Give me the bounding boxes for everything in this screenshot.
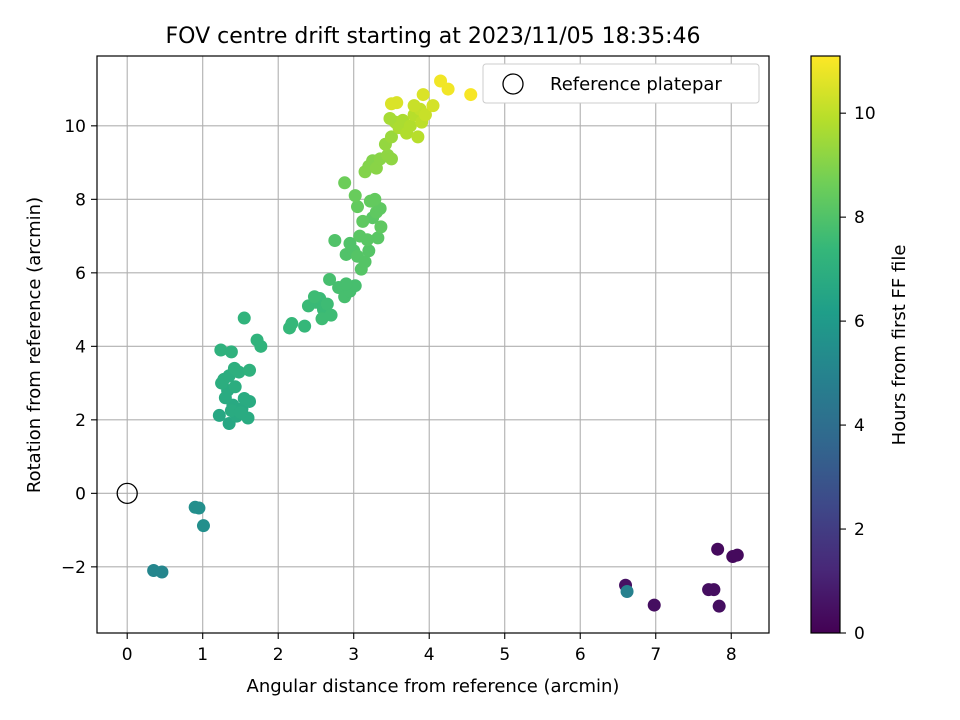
colorbar-label: Hours from first FF file [889, 245, 910, 446]
data-point [712, 599, 726, 613]
colorbar-tick-label: 6 [854, 312, 865, 332]
data-point [254, 339, 268, 353]
y-tick-label: −2 [61, 558, 86, 578]
data-point [228, 380, 242, 394]
x-axis-ticks: 0 1 2 3 4 5 6 7 8 [122, 633, 737, 665]
data-point [356, 214, 370, 228]
data-point [707, 583, 721, 597]
colorbar-tick-label: 2 [854, 520, 865, 540]
x-tick-label: 7 [650, 645, 661, 665]
chart-title: FOV centre drift starting at 2023/11/05 … [166, 24, 701, 49]
data-point [233, 405, 247, 419]
data-point [307, 290, 321, 304]
data-point [418, 108, 432, 122]
legend: Reference platepar [482, 63, 760, 104]
data-point [338, 176, 352, 190]
data-point [232, 365, 246, 379]
y-tick-label: 6 [75, 264, 86, 284]
data-point [416, 88, 430, 102]
data-point [350, 200, 364, 214]
y-axis-ticks: −2 0 2 4 6 8 10 [61, 117, 97, 578]
x-tick-label: 0 [122, 645, 133, 665]
data-point [441, 82, 455, 96]
x-tick-label: 1 [197, 645, 208, 665]
data-point [358, 255, 372, 269]
data-point [711, 542, 725, 556]
y-tick-label: 8 [75, 190, 86, 210]
data-point [237, 392, 251, 406]
x-tick-label: 6 [575, 645, 586, 665]
data-point [403, 119, 417, 133]
y-tick-label: 2 [75, 411, 86, 431]
data-point [320, 297, 334, 311]
y-tick-label: 4 [75, 337, 86, 357]
data-point [368, 192, 382, 206]
data-point [323, 272, 337, 286]
data-point [620, 584, 634, 598]
colorbar-tick-label: 8 [854, 208, 865, 228]
data-point [730, 548, 744, 562]
data-point [196, 519, 210, 533]
data-point [390, 96, 404, 110]
data-point [384, 152, 398, 166]
reference-marker-layer [116, 482, 138, 504]
x-tick-label: 5 [499, 645, 510, 665]
data-point [214, 343, 228, 357]
legend-box [482, 63, 760, 104]
data-point [407, 99, 421, 113]
data-point [348, 189, 362, 203]
data-point [371, 231, 385, 245]
x-tick-label: 3 [348, 645, 359, 665]
x-tick-label: 4 [424, 645, 435, 665]
colorbar-tick-label: 0 [854, 624, 865, 644]
data-point [464, 88, 478, 102]
data-point [224, 345, 238, 359]
data-point [212, 408, 226, 422]
data-point [285, 317, 299, 331]
data-point [426, 99, 440, 113]
data-point [237, 311, 251, 325]
colorbar: 0 2 4 6 8 10 Hours from first FF file [810, 55, 910, 644]
colorbar-tick-label: 10 [854, 104, 876, 124]
plot-area [96, 55, 770, 634]
x-axis-label: Angular distance from reference (arcmin) [247, 676, 620, 697]
data-point [339, 277, 353, 291]
data-point [192, 501, 206, 515]
data-point [155, 565, 169, 579]
colorbar-gradient [810, 55, 841, 634]
y-tick-label: 0 [75, 484, 86, 504]
legend-entry-reference: Reference platepar [550, 74, 722, 95]
plot-background [97, 56, 769, 633]
data-point [324, 308, 338, 322]
data-point [298, 319, 312, 333]
colorbar-ticks: 0 2 4 6 8 10 [840, 104, 876, 644]
colorbar-tick-label: 4 [854, 416, 865, 436]
x-tick-label: 8 [726, 645, 737, 665]
y-axis-label: Rotation from reference (arcmin) [24, 197, 45, 493]
data-point [647, 598, 661, 612]
data-points [147, 74, 744, 613]
x-tick-label: 2 [273, 645, 284, 665]
data-point [243, 363, 257, 377]
legend-marker-icon [502, 73, 524, 95]
data-point [328, 233, 342, 247]
data-point [362, 244, 376, 258]
plot-frame [96, 55, 770, 634]
reference-platepar-marker [116, 482, 138, 504]
data-point [374, 220, 388, 234]
data-point [360, 233, 374, 247]
grid [97, 56, 769, 633]
y-tick-label: 10 [64, 117, 86, 137]
data-point [411, 130, 425, 144]
data-point [384, 130, 398, 144]
